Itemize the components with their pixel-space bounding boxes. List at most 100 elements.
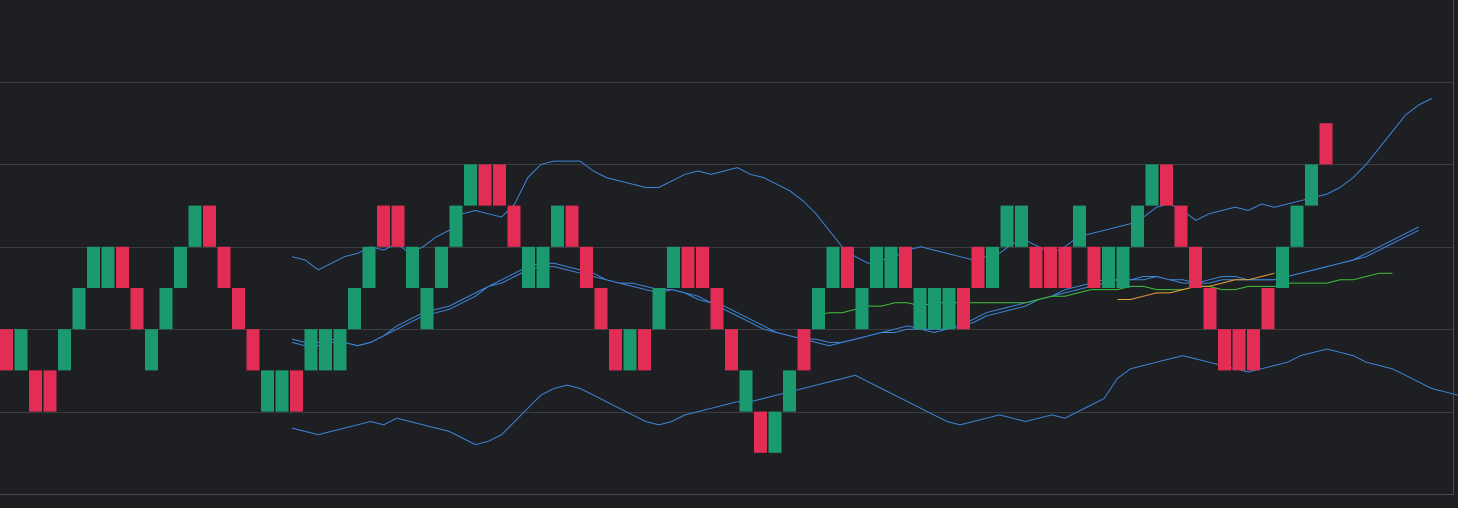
brick-up xyxy=(986,246,999,288)
brick-down xyxy=(1189,246,1202,288)
brick-down xyxy=(1029,246,1043,288)
brick-down xyxy=(580,246,593,288)
brick-up xyxy=(1000,205,1014,247)
brick-down xyxy=(957,288,970,330)
brick-up xyxy=(739,370,753,412)
brick-down xyxy=(246,329,260,371)
brick-up xyxy=(1145,164,1159,206)
brick-down xyxy=(609,329,622,371)
brick-down xyxy=(1319,123,1333,165)
brick-up xyxy=(536,246,550,288)
brick-up xyxy=(1290,205,1304,247)
brick-down xyxy=(116,246,129,288)
brick-up xyxy=(174,246,187,288)
brick-up xyxy=(1102,246,1115,288)
brick-down xyxy=(217,246,231,288)
brick-down xyxy=(29,370,42,412)
brick-up xyxy=(522,246,535,288)
brick-down xyxy=(1261,288,1275,330)
brick-up xyxy=(145,329,158,371)
brick-up xyxy=(884,246,898,288)
brick-up xyxy=(826,246,840,288)
brick-up xyxy=(14,329,28,371)
brick-down xyxy=(43,370,57,412)
brick-up xyxy=(58,329,71,371)
brick-up xyxy=(1073,205,1086,247)
brick-down xyxy=(1203,288,1217,330)
brick-down xyxy=(1160,164,1173,206)
brick-up xyxy=(333,329,347,371)
brick-up xyxy=(1305,164,1318,206)
brick-down xyxy=(754,411,767,453)
brick-up xyxy=(275,370,289,412)
brick-down xyxy=(1058,246,1072,288)
renko-bricks xyxy=(0,123,1333,453)
brick-down xyxy=(232,288,245,330)
brick-up xyxy=(913,288,927,330)
brick-down xyxy=(841,246,854,288)
brick-up xyxy=(362,246,376,288)
brick-up xyxy=(812,288,825,330)
brick-down xyxy=(478,164,492,206)
brick-down xyxy=(638,329,651,371)
brick-down xyxy=(797,329,811,371)
brick-down xyxy=(710,288,724,330)
brick-up xyxy=(304,329,318,371)
brick-down xyxy=(391,205,405,247)
brick-down xyxy=(1087,246,1101,288)
brick-down xyxy=(899,246,912,288)
brick-down xyxy=(696,246,709,288)
brick-up xyxy=(870,246,883,288)
brick-up xyxy=(72,288,86,330)
brick-up xyxy=(319,329,332,371)
brick-up xyxy=(449,205,463,247)
brick-down xyxy=(971,246,985,288)
brick-down xyxy=(203,205,216,247)
brick-up xyxy=(1116,246,1130,288)
brick-down xyxy=(1044,246,1057,288)
brick-down xyxy=(130,288,144,330)
indicator-line-5 xyxy=(815,272,1393,317)
brick-up xyxy=(87,246,100,288)
brick-up xyxy=(667,246,680,288)
brick-down xyxy=(507,205,521,247)
brick-up xyxy=(928,288,941,330)
brick-up xyxy=(623,329,637,371)
indicator-line-2 xyxy=(291,348,1458,446)
brick-down xyxy=(1232,329,1246,371)
brick-up xyxy=(551,205,564,247)
brick-down xyxy=(681,246,695,288)
brick-up xyxy=(101,246,115,288)
brick-up xyxy=(188,205,202,247)
brick-up xyxy=(1131,205,1144,247)
brick-up xyxy=(420,288,434,330)
indicator-line-1 xyxy=(291,98,1432,271)
brick-up xyxy=(159,288,173,330)
brick-up xyxy=(406,246,419,288)
indicator-line-4 xyxy=(291,226,1419,347)
brick-up xyxy=(1276,246,1289,288)
brick-up xyxy=(652,288,666,330)
brick-up xyxy=(464,164,477,206)
brick-down xyxy=(594,288,608,330)
brick-down xyxy=(493,164,506,206)
brick-up xyxy=(855,288,869,330)
brick-up xyxy=(348,288,361,330)
brick-down xyxy=(377,205,390,247)
brick-up xyxy=(783,370,796,412)
brick-up xyxy=(261,370,274,412)
brick-down xyxy=(1174,205,1188,247)
brick-up xyxy=(435,246,448,288)
brick-up xyxy=(768,411,782,453)
brick-down xyxy=(725,329,738,371)
brick-up xyxy=(942,288,956,330)
brick-down xyxy=(565,205,579,247)
brick-down xyxy=(290,370,303,412)
brick-down xyxy=(1218,329,1231,371)
brick-up xyxy=(1015,205,1028,247)
brick-down xyxy=(1247,329,1260,371)
brick-down xyxy=(0,329,13,371)
